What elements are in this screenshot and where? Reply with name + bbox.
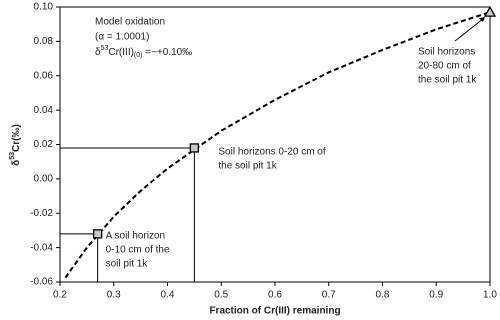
x-tick-label: 0.3 — [107, 290, 121, 301]
y-tick-label: 0.04 — [34, 105, 54, 116]
x-tick-label: 0.7 — [322, 290, 336, 301]
text-part: Cr(III) — [108, 47, 134, 58]
point-label: Soil horizons 0-20 cm of — [218, 147, 325, 158]
x-axis-title: Fraction of Cr(III) remaining — [209, 306, 340, 317]
y-tick-label: 0.02 — [34, 139, 54, 150]
text-part: =~+0.10‰ — [142, 47, 192, 58]
annotation: Model oxidation — [95, 17, 165, 28]
y-tick-label: 0.08 — [34, 36, 54, 47]
point-marker — [189, 143, 200, 153]
text-part: δ — [95, 47, 101, 58]
x-tick-label: 0.6 — [268, 290, 282, 301]
annotation: (α = 1.0001) — [95, 32, 149, 43]
text-part: 53 — [101, 45, 109, 52]
x-tick-label: 0.9 — [429, 290, 443, 301]
point-label: soil pit 1k — [106, 259, 149, 270]
point-label: the soil pit 1k — [418, 75, 477, 86]
text-part: 53 — [9, 152, 16, 160]
y-axis-title: δ53Cr(‰) — [9, 124, 22, 166]
point-marker — [92, 229, 103, 239]
x-tick-label: 0.5 — [214, 290, 228, 301]
x-tick-label: 0.2 — [53, 290, 67, 301]
y-tick-label: -0.02 — [30, 208, 53, 219]
x-tick-label: 1.0 — [483, 290, 497, 301]
y-tick-label: -0.06 — [30, 277, 53, 288]
arrow-head — [479, 17, 485, 23]
text-part: δ — [11, 160, 22, 166]
point-label: 20-80 cm of — [418, 61, 471, 72]
model-curve — [64, 11, 491, 279]
y-tick-label: 0.00 — [34, 174, 54, 185]
point-label: the soil pit 1k — [218, 161, 277, 172]
annotation: δ53Cr(III)(0) =~+0.10‰ — [95, 45, 192, 59]
x-tick-label: 0.4 — [161, 290, 175, 301]
text-part: Cr(‰) — [11, 124, 22, 152]
point-label: A soil horizon — [106, 231, 165, 242]
arrow — [454, 17, 485, 42]
y-tick-label: 0.06 — [34, 70, 54, 81]
drop-line — [60, 233, 99, 282]
y-tick-label: 0.10 — [34, 2, 54, 13]
x-tick-label: 0.8 — [376, 290, 390, 301]
point-label: 0-10 cm of the — [106, 245, 170, 256]
y-tick-label: -0.04 — [30, 242, 53, 253]
text-part: (0) — [134, 52, 143, 59]
point-label: Soil horizons — [418, 47, 475, 58]
point-marker — [483, 5, 497, 17]
